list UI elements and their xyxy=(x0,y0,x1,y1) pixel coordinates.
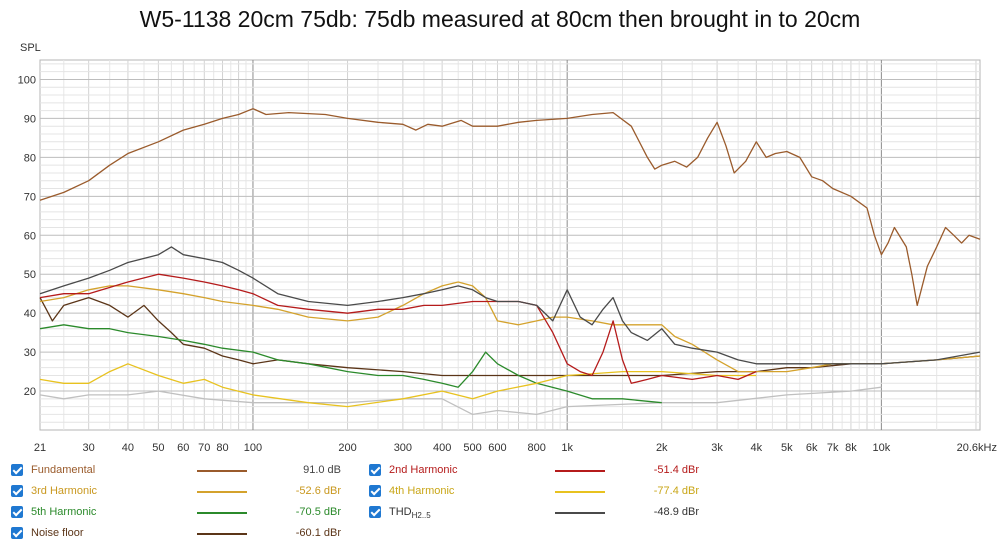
legend-swatch xyxy=(197,533,247,535)
legend-item-3rd-harmonic[interactable]: 3rd Harmonic -52.6 dBr xyxy=(11,483,351,501)
plot-area xyxy=(39,59,981,431)
x-tick-label: 600 xyxy=(488,442,506,454)
legend-label: Fundamental xyxy=(31,464,96,476)
legend-item-4th-harmonic[interactable]: 4th Harmonic -77.4 dBr xyxy=(369,483,709,501)
x-tick-label: 3k xyxy=(711,442,723,454)
series-line-thd xyxy=(39,246,981,365)
y-tick-label: 90 xyxy=(24,113,36,125)
legend-value: 91.0 dB xyxy=(303,464,341,476)
legend-item-noise-floor[interactable]: Noise floor -60.1 dBr xyxy=(11,525,351,543)
frequency-response-chart: 20 30 40 50 60 70 80 90 100 SPL 21 30 40 50 60 70 80 100 2… xyxy=(18,42,997,454)
legend-value: -70.5 dBr xyxy=(295,506,341,518)
legend-value: -52.6 dBr xyxy=(295,485,341,497)
legend-item-fundamental[interactable]: Fundamental 91.0 dB xyxy=(11,462,351,480)
x-tick-label: 400 xyxy=(433,442,451,454)
y-tick-label: 70 xyxy=(24,191,36,203)
chart-title: W5-1138 20cm 75db: 75db measured at 80cm… xyxy=(139,6,861,32)
y-tick-label: 40 xyxy=(24,308,36,320)
legend-label-subscript: H2..5 xyxy=(411,511,431,520)
checkbox-icon[interactable] xyxy=(11,464,23,476)
legend-label: THDH2..5 xyxy=(389,506,431,520)
y-tick-label: 30 xyxy=(24,347,36,359)
checkbox-icon[interactable] xyxy=(11,485,23,497)
legend-item-5th-harmonic[interactable]: 5th Harmonic -70.5 dBr xyxy=(11,504,351,522)
legend-swatch xyxy=(555,512,605,514)
checkbox-icon[interactable] xyxy=(369,485,381,497)
y-tick-label: 100 xyxy=(18,74,36,86)
series-line-noise-floor xyxy=(39,296,981,377)
legend-label: 5th Harmonic xyxy=(31,506,97,518)
x-tick-label: 300 xyxy=(394,442,412,454)
x-tick-label: 200 xyxy=(338,442,356,454)
legend-value: -77.4 dBr xyxy=(653,485,699,497)
series-line-2nd-harmonic xyxy=(39,273,757,384)
legend-item-thd[interactable]: THDH2..5 -48.9 dBr xyxy=(369,504,709,522)
x-tick-label: 4k xyxy=(751,442,763,454)
legend-value: -48.9 dBr xyxy=(653,506,699,518)
x-tick-label: 21 xyxy=(34,442,46,454)
legend-label-text: THD xyxy=(389,506,412,518)
x-tick-label: 50 xyxy=(152,442,164,454)
x-tick-label: 2k xyxy=(656,442,668,454)
series-line-5th-harmonic xyxy=(39,324,662,404)
x-tick-label: 5k xyxy=(781,442,793,454)
x-tick-label: 60 xyxy=(177,442,189,454)
checkbox-icon[interactable] xyxy=(369,506,381,518)
legend-swatch xyxy=(555,470,605,472)
legend-swatch xyxy=(197,491,247,493)
legend-label: Noise floor xyxy=(31,527,84,539)
x-tick-label: 70 xyxy=(198,442,210,454)
series-line-3rd-harmonic xyxy=(39,281,981,373)
x-tick-label: 30 xyxy=(83,442,95,454)
y-tick-label: 20 xyxy=(24,386,36,398)
x-tick-label: 1k xyxy=(561,442,573,454)
legend-label: 2nd Harmonic xyxy=(389,464,458,476)
checkbox-icon[interactable] xyxy=(11,527,23,539)
x-tick-label: 10k xyxy=(873,442,891,454)
x-tick-label: 100 xyxy=(244,442,262,454)
x-tick-label: 500 xyxy=(463,442,481,454)
x-tick-label: 6k xyxy=(806,442,818,454)
legend-value: -60.1 dBr xyxy=(295,527,341,539)
legend-item-2nd-harmonic[interactable]: 2nd Harmonic -51.4 dBr xyxy=(369,462,709,480)
legend-swatch xyxy=(197,470,247,472)
series-line-fundamental xyxy=(39,108,981,307)
x-tick-label: 8k xyxy=(845,442,857,454)
y-tick-label: 60 xyxy=(24,230,36,242)
y-tick-label: 80 xyxy=(24,152,36,164)
checkbox-icon[interactable] xyxy=(369,464,381,476)
x-tick-label: 7k xyxy=(827,442,839,454)
legend-swatch xyxy=(555,491,605,493)
x-tick-label: 800 xyxy=(528,442,546,454)
legend-label: 4th Harmonic xyxy=(389,485,455,497)
series-line-4th-harmonic xyxy=(39,363,757,408)
legend: Fundamental 91.0 dB 3rd Harmonic -52.6 d… xyxy=(0,460,1000,549)
y-axis-label: SPL xyxy=(20,42,41,54)
checkbox-icon[interactable] xyxy=(11,506,23,518)
x-tick-label: 40 xyxy=(122,442,134,454)
legend-swatch xyxy=(197,512,247,514)
x-tick-label: 20.6kHz xyxy=(957,442,997,454)
legend-label: 3rd Harmonic xyxy=(31,485,98,497)
series-line-reference xyxy=(39,386,882,416)
y-tick-label: 50 xyxy=(24,269,36,281)
legend-value: -51.4 dBr xyxy=(653,464,699,476)
x-tick-label: 80 xyxy=(216,442,228,454)
